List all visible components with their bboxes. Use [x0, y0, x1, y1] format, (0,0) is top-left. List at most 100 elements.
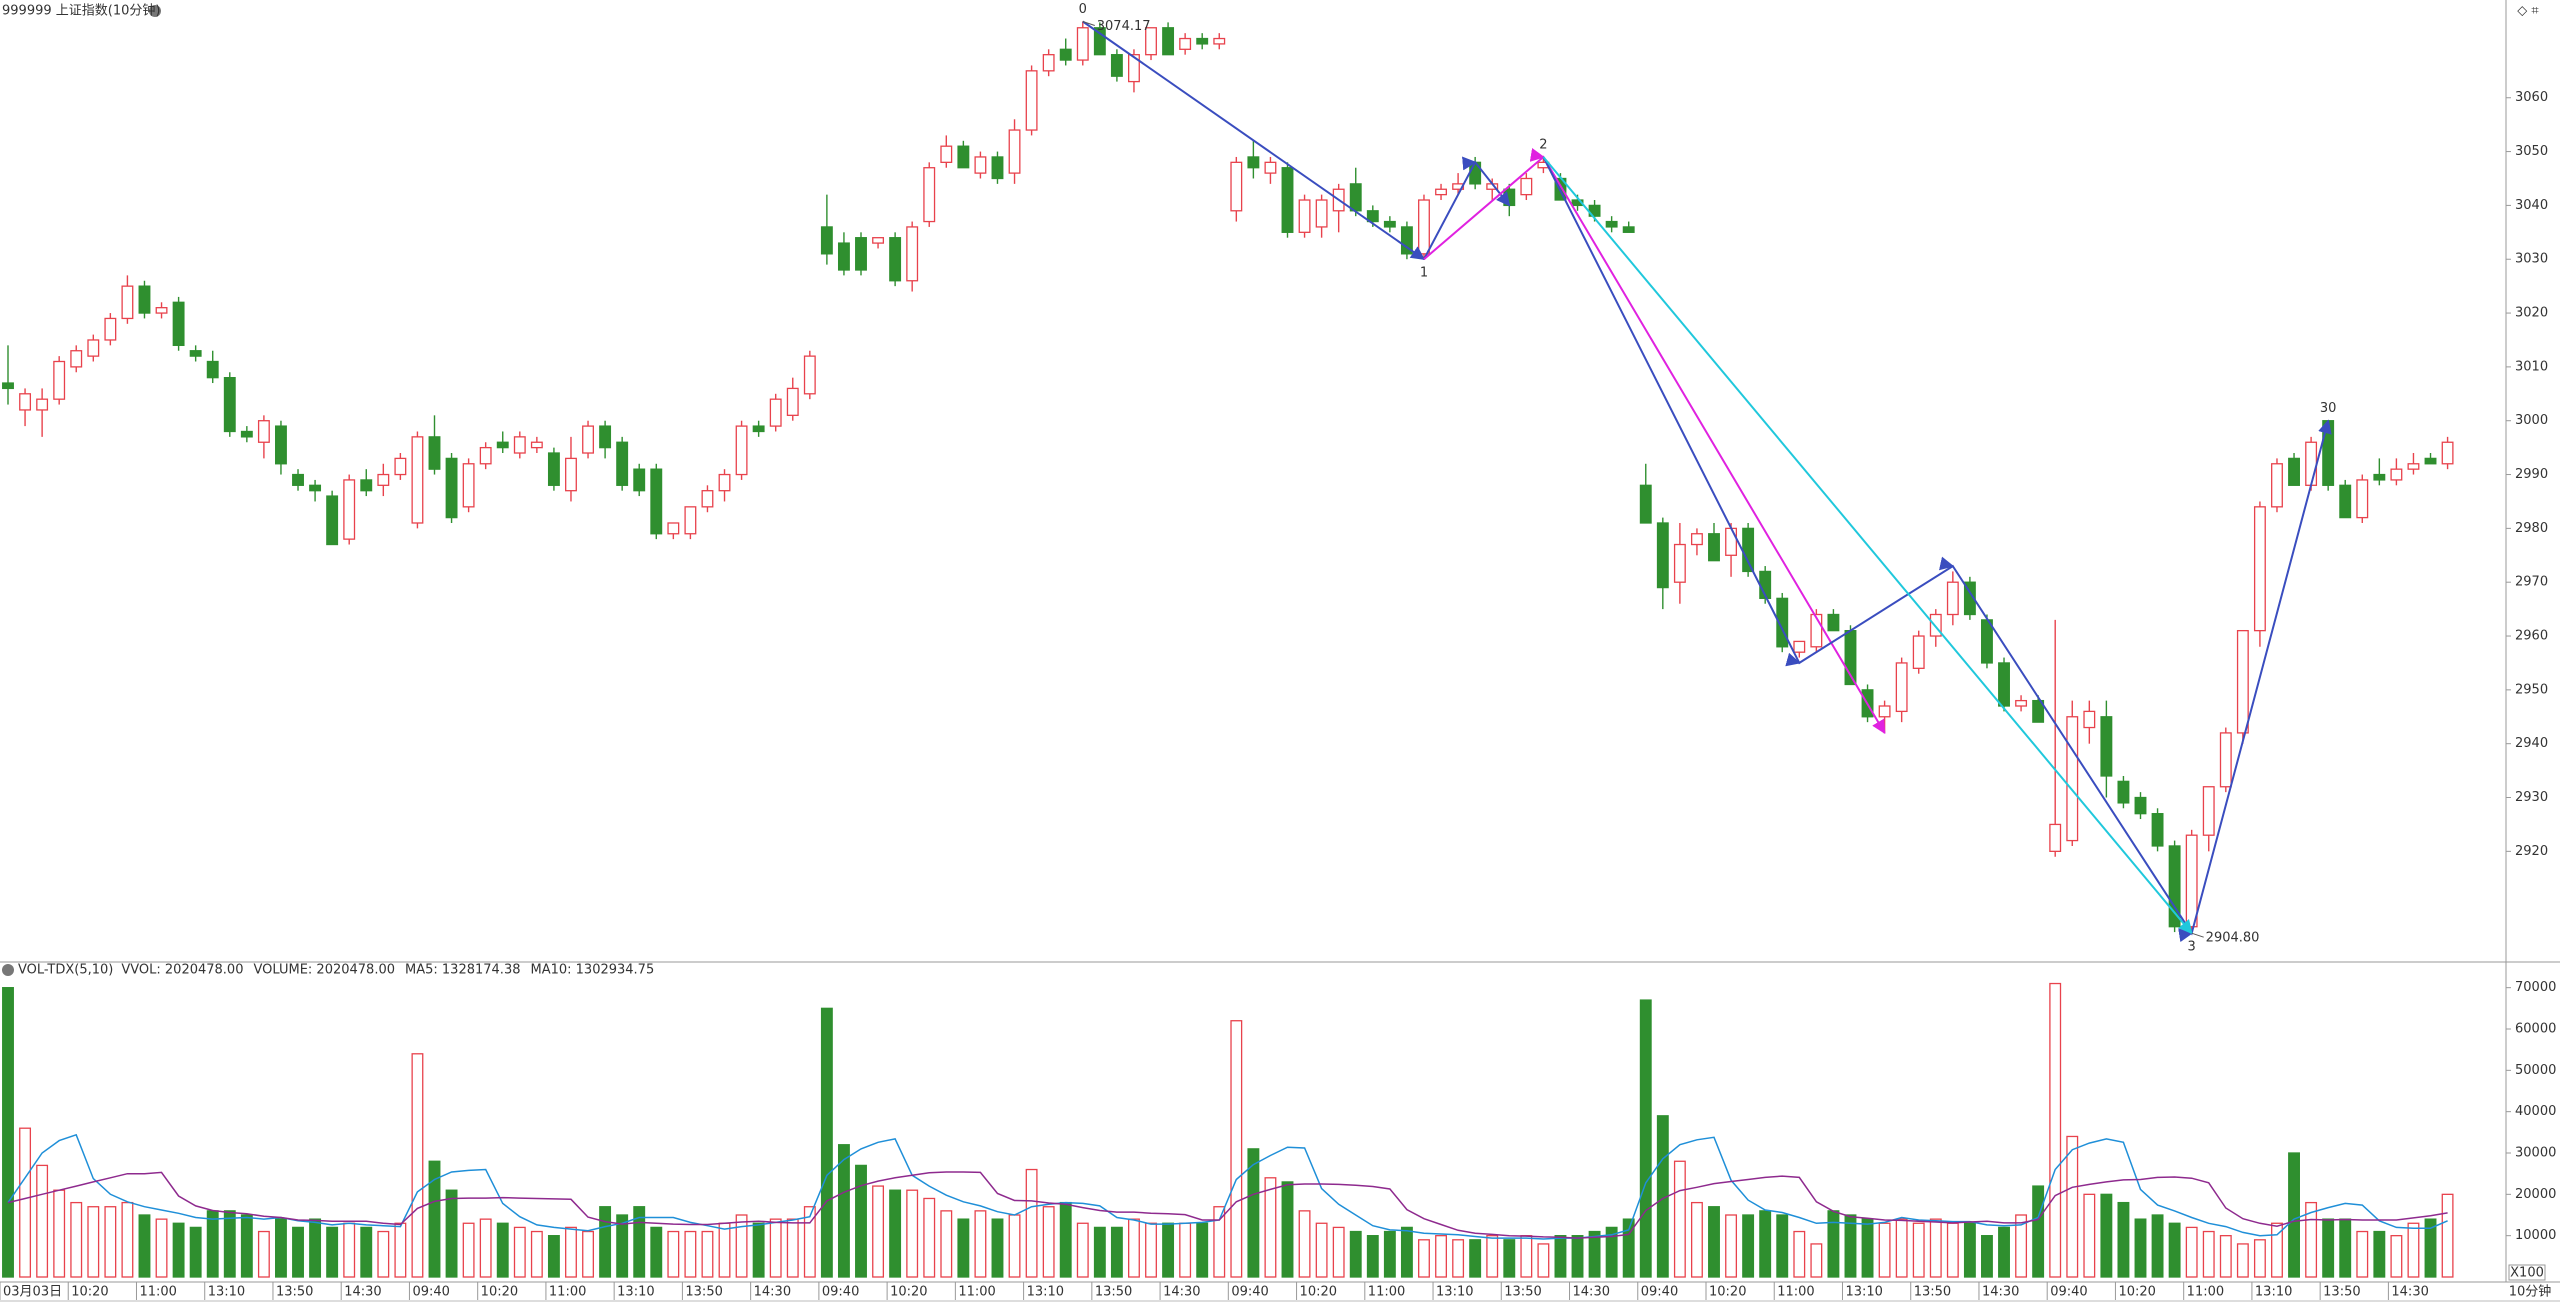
- volume-bar: [2134, 1218, 2147, 1278]
- candle-body: [411, 436, 424, 524]
- volume-bar: [1946, 1222, 1959, 1278]
- unit-label: X100: [2510, 1266, 2544, 1281]
- candle-body: [889, 237, 902, 282]
- y-tick-label: 3050: [2515, 144, 2548, 159]
- y-tick-label: 2920: [2515, 844, 2548, 859]
- volume-bar: [292, 1226, 304, 1278]
- trend-line: [1542, 156, 2193, 935]
- candle-body: [718, 473, 731, 492]
- x-tick-label: 13:10: [208, 1285, 245, 1300]
- candle-body: [1247, 156, 1260, 169]
- volume-bar: [701, 1230, 714, 1278]
- candle-body: [2185, 834, 2198, 928]
- candle-body: [769, 398, 782, 427]
- candle-body: [940, 145, 953, 163]
- candle-body: [2407, 463, 2420, 470]
- volume-bar: [70, 1201, 83, 1278]
- volume-bar: [309, 1218, 322, 1278]
- candle-body: [428, 436, 441, 470]
- x-tick-label: 13:10: [2255, 1285, 2292, 1300]
- candle-body: [855, 237, 867, 271]
- volume-bar: [121, 1201, 134, 1278]
- volume-bar: [906, 1189, 919, 1278]
- volume-bar: [1673, 1160, 1686, 1278]
- volume-bar: [1827, 1210, 1840, 1278]
- volume-bar: [803, 1206, 816, 1278]
- volume-bar: [1554, 1235, 1567, 1278]
- y-tick-label: 2950: [2515, 682, 2548, 697]
- volume-bar: [974, 1210, 987, 1278]
- indicator-label: MA10: 1302934.75: [530, 963, 654, 978]
- volume-bar: [1759, 1210, 1772, 1278]
- menu-icon[interactable]: [149, 5, 161, 17]
- volume-bar: [872, 1185, 885, 1278]
- x-tick-label: 13:10: [1436, 1285, 1473, 1300]
- volume-bar: [1128, 1218, 1140, 1278]
- candle-body: [820, 226, 833, 255]
- candle-body: [2271, 463, 2283, 508]
- volume-bar: [1400, 1226, 1413, 1278]
- candle-body: [513, 436, 526, 454]
- candle-body: [1230, 161, 1243, 212]
- volume-bar: [2219, 1235, 2232, 1278]
- volume-bar: [2322, 1218, 2335, 1278]
- volume-bar: [1145, 1222, 1157, 1278]
- candle-body: [496, 441, 509, 449]
- volume-bar: [1844, 1214, 1857, 1278]
- menu-icon[interactable]: [2, 964, 14, 976]
- candle-body: [1622, 226, 1635, 233]
- volume-bar: [1315, 1222, 1328, 1278]
- candle-body: [223, 377, 236, 433]
- annotation-leader: [1082, 20, 1095, 26]
- candle-body: [326, 495, 339, 546]
- volume-bar: [1435, 1235, 1447, 1278]
- candle-body: [309, 484, 322, 492]
- volume-bar: [633, 1206, 646, 1278]
- volume-bar: [428, 1160, 441, 1278]
- volume-bar: [155, 1218, 168, 1278]
- x-tick-label: 14:30: [1163, 1285, 1200, 1300]
- indicator-label: VOLUME: 2020478.00: [253, 963, 395, 978]
- volume-bar: [1110, 1226, 1123, 1278]
- x-tick-label: 14:30: [1982, 1285, 2019, 1300]
- volume-bar: [530, 1230, 543, 1278]
- volume-bar: [2117, 1201, 2130, 1278]
- candle-body: [292, 473, 304, 486]
- candle-body: [2424, 457, 2437, 465]
- volume-bar: [565, 1226, 577, 1278]
- candle-body: [786, 387, 799, 416]
- volume-bar: [1639, 999, 1652, 1278]
- x-tick-label: 14:30: [2391, 1285, 2428, 1300]
- volume-bar: [2168, 1222, 2181, 1278]
- candle-body: [1145, 27, 1157, 56]
- volume-bar: [1520, 1235, 1533, 1278]
- period-label: 10分钟: [2509, 1284, 2552, 1300]
- candle-body: [1196, 37, 1209, 45]
- candle-body: [650, 468, 663, 535]
- window-icon[interactable]: ◇ ⌗: [2517, 4, 2539, 19]
- volume-bar: [1469, 1239, 1482, 1278]
- volume-bar: [1963, 1222, 1976, 1278]
- candle-body: [1162, 27, 1175, 56]
- indicator-label: MA5: 1328174.38: [405, 963, 520, 978]
- volume-bar: [1793, 1230, 1806, 1278]
- x-tick-label: 11:00: [139, 1285, 176, 1300]
- volume-bar: [1776, 1214, 1789, 1278]
- volume-bar: [1008, 1214, 1021, 1278]
- volume-bar: [2049, 982, 2062, 1278]
- candle-body: [87, 339, 100, 357]
- candle-body: [104, 317, 117, 341]
- candle-body: [1298, 199, 1311, 233]
- candle-body: [1349, 183, 1362, 212]
- candle-body: [377, 473, 390, 486]
- volume-bar: [1742, 1214, 1755, 1278]
- volume-bar: [2407, 1222, 2420, 1278]
- x-tick-label: 13:10: [1845, 1285, 1882, 1300]
- candle-body: [1179, 37, 1192, 50]
- volume-bar: [1912, 1222, 1925, 1278]
- x-tick-label: 09:40: [1231, 1285, 1268, 1300]
- volume-bar: [1622, 1218, 1635, 1278]
- x-tick-label: 11:00: [2187, 1285, 2224, 1300]
- candle-body: [2049, 823, 2062, 852]
